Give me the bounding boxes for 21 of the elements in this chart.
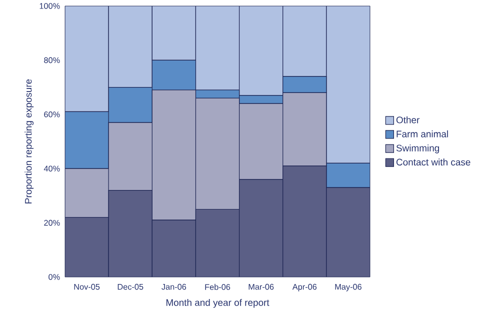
x-tick-label: May-06 [335, 284, 362, 292]
legend-label: Swimming [396, 144, 440, 154]
x-axis-title: Month and year of report [166, 298, 270, 308]
legend-label: Contact with case [396, 158, 470, 166]
y-tick-label: 0% [48, 274, 60, 280]
x-tick-label: Apr-06 [292, 284, 317, 292]
legend-label: Farm animal [396, 130, 448, 138]
y-tick-label: 40% [44, 166, 60, 172]
bar [282, 76, 327, 94]
legend-label: Other [396, 116, 420, 124]
y-tick-label: 60% [44, 112, 60, 118]
x-tick-label: Nov-05 [74, 284, 100, 290]
y-tick-label: 100% [40, 3, 60, 9]
x-tick-label: Jan-06 [162, 284, 186, 290]
x-tick-label: Dec-05 [118, 284, 144, 290]
x-tick-label: Mar-06 [248, 284, 274, 290]
x-tick-label: Feb-06 [205, 284, 230, 290]
bar [326, 162, 370, 188]
y-axis-title: Proportion reporting exposure [24, 79, 34, 204]
y-tick-label: 80% [44, 57, 60, 64]
y-tick-label: 20% [44, 220, 60, 226]
